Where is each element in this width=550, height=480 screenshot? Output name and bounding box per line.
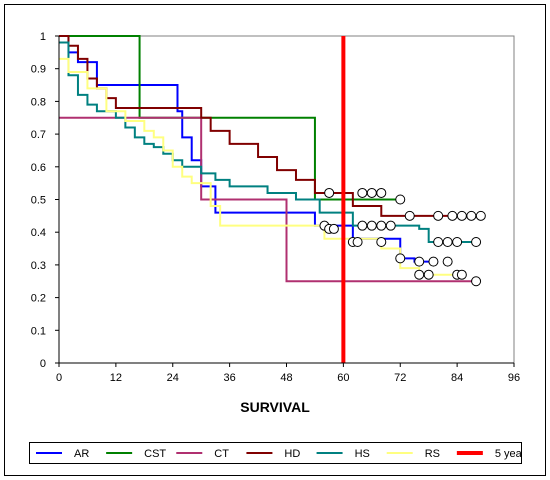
series-line-hd [59, 35, 481, 217]
censor-marker-hs [376, 237, 387, 248]
censor-marker-hs [433, 237, 444, 248]
censor-marker-hd [475, 210, 486, 221]
legend-label: CT [214, 448, 229, 460]
censor-marker-hs [452, 237, 463, 248]
y-tick-label: 1 [40, 31, 46, 43]
censor-marker-hs [352, 237, 363, 248]
censor-marker-hs [357, 220, 368, 231]
censor-marker-hd [376, 187, 387, 198]
censor-marker-hs [442, 237, 453, 248]
censor-marker-hd [324, 187, 335, 198]
censor-marker-hs [471, 237, 482, 248]
legend: AR CST CT HD HS RS 5 years [29, 442, 531, 464]
x-tick-label: 12 [110, 372, 122, 384]
legend-label: RS [425, 448, 440, 460]
censor-marker-cst [395, 194, 406, 205]
censor-marker-hd [433, 210, 444, 221]
censor-marker-ar [428, 256, 439, 267]
series-line-ar [59, 35, 439, 263]
censor-marker-rs [395, 253, 406, 264]
censor-marker-hd [466, 210, 477, 221]
y-tick-label: 0.5 [31, 195, 46, 207]
censor-marker-hd [456, 210, 467, 221]
series-line-ct [59, 116, 477, 283]
x-axis-label: SURVIVAL [240, 399, 310, 415]
x-tick-label: 60 [337, 372, 349, 384]
y-tick-label: 0.7 [31, 129, 46, 141]
censor-marker-hd [447, 210, 458, 221]
x-tick-label: 72 [394, 372, 406, 384]
legend-items: AR CST CT HD HS RS 5 years [36, 448, 531, 460]
x-tick-label: 48 [280, 372, 292, 384]
x-tick-label: 36 [224, 372, 236, 384]
axes-layer: 0 0.1 0.2 0.3 0.4 0.5 0.6 0.7 0.8 0.9 1 0 12 24 36 48 60… [31, 31, 520, 384]
censor-marker-hs [328, 223, 339, 234]
legend-label: 5 years [495, 448, 521, 460]
y-tick-label: 0 [40, 358, 46, 370]
censor-marker-rs [456, 269, 467, 280]
censor-marker-hd [404, 210, 415, 221]
censor-layer [319, 187, 486, 287]
legend-label: AR [74, 448, 89, 460]
censor-marker-rs [423, 269, 434, 280]
x-tick-label: 0 [56, 372, 62, 384]
censor-marker-hs [366, 220, 377, 231]
y-tick-label: 0.4 [31, 227, 46, 239]
censor-marker-hd [366, 187, 377, 198]
x-tick-label: 96 [508, 372, 520, 384]
legend-label: CST [144, 448, 166, 460]
legend-label: HS [355, 448, 370, 460]
censor-marker-rs [414, 269, 425, 280]
series-layer [59, 35, 481, 283]
censor-marker-hs [385, 220, 396, 231]
y-tick-label: 0.3 [31, 260, 46, 272]
censor-marker-hs [376, 220, 387, 231]
y-tick-label: 0.1 [31, 325, 46, 337]
y-tick-label: 0.2 [31, 293, 46, 305]
censor-marker-hd [357, 187, 368, 198]
y-tick-label: 0.8 [31, 96, 46, 108]
censor-marker-ar [414, 256, 425, 267]
y-tick-label: 0.9 [31, 64, 46, 76]
censor-marker-ar [442, 256, 453, 267]
y-tick-label: 0.6 [31, 162, 46, 174]
legend-label: HD [284, 448, 300, 460]
x-tick-label: 84 [451, 372, 463, 384]
series-line-cst [59, 35, 401, 201]
x-tick-label: 24 [167, 372, 179, 384]
censor-marker-ct [471, 276, 482, 287]
